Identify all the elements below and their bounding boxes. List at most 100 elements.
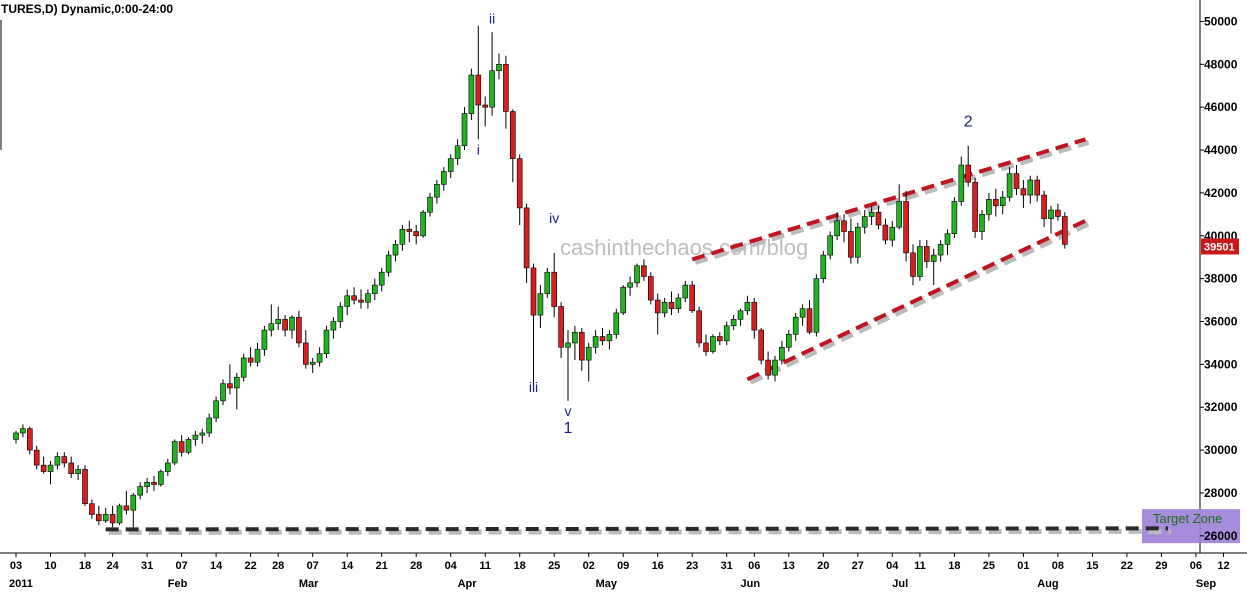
candle-body	[806, 308, 813, 333]
x-tick-label: 25	[983, 560, 995, 572]
candle-body	[1062, 216, 1068, 245]
wave-label: 2	[964, 113, 973, 130]
candle-body	[937, 244, 944, 256]
wave-label: iii	[529, 379, 538, 395]
x-tick-label: 28	[272, 560, 284, 572]
candle-body	[144, 481, 150, 487]
candle-body	[779, 346, 785, 361]
candle-body	[475, 74, 482, 106]
x-tick-label: 09	[617, 560, 629, 572]
candle-body	[68, 462, 74, 474]
candle-body	[854, 226, 861, 258]
x-tick-label: 31	[141, 560, 153, 572]
candle-body	[61, 456, 68, 464]
candle-body	[247, 357, 254, 363]
x-tick-label: 27	[852, 560, 864, 572]
candle-body	[296, 316, 302, 344]
candle-body	[447, 158, 454, 172]
candle-body	[675, 297, 682, 309]
candle-body	[868, 211, 875, 217]
month-label: Feb	[168, 578, 188, 590]
candle-body	[496, 64, 502, 72]
x-tick-label: 07	[307, 560, 319, 572]
candle-body	[96, 514, 102, 522]
candle-body	[592, 336, 599, 348]
candle-body	[503, 64, 509, 112]
candle-body	[509, 111, 516, 159]
x-tick-label: 08	[1052, 560, 1064, 572]
candle-body	[240, 357, 247, 378]
x-tick-label: 18	[514, 560, 526, 572]
candle-body	[454, 145, 461, 159]
candle-body	[234, 376, 240, 389]
x-tick-label: 11	[914, 560, 926, 572]
candle-body	[89, 503, 95, 515]
x-tick-label: 22	[1121, 560, 1133, 572]
candle-body	[910, 252, 916, 277]
candle-body	[123, 505, 130, 511]
candle-body	[1013, 173, 1020, 189]
x-tick-label: 18	[79, 560, 91, 572]
month-label: Sep	[1196, 578, 1216, 590]
candle-body	[220, 383, 226, 402]
candle-body	[54, 456, 61, 466]
candle-body	[268, 323, 275, 331]
watermark: cashinthechaos.com/blog	[560, 235, 808, 260]
candle-body	[192, 434, 199, 440]
candle-body	[986, 199, 992, 215]
candle-body	[785, 334, 792, 348]
x-tick-label: 21	[376, 560, 388, 572]
candle-body	[682, 284, 689, 299]
candle-body	[385, 254, 392, 273]
candle-body	[551, 271, 558, 307]
x-tick-label: 31	[721, 560, 733, 572]
x-tick-label: 20	[817, 560, 829, 572]
candle-body	[634, 265, 640, 284]
candle-body	[282, 319, 288, 331]
candles	[13, 25, 1068, 528]
candle-body	[972, 181, 978, 232]
candle-body	[130, 494, 137, 511]
x-tick-label: 24	[106, 560, 119, 572]
candle-body	[427, 196, 433, 213]
candle-body	[992, 199, 999, 207]
candle-body	[482, 104, 489, 108]
candle-body	[227, 383, 233, 389]
candle-body	[930, 254, 937, 262]
candle-body	[537, 293, 544, 316]
candle-body	[399, 229, 406, 245]
candle-body	[751, 301, 758, 331]
time-axis: 03 10 18 24 31 07 14 22 28 07 14 21 28 04 11 18 25 02 09 16…	[9, 553, 1230, 590]
candle-body	[599, 336, 606, 342]
candle-body	[82, 469, 88, 505]
candle-body	[558, 306, 564, 348]
chart-title: TURES,D) Dynamic,0:00-24:00	[1, 2, 173, 16]
x-tick-label: 29	[1155, 560, 1167, 572]
candle-body	[758, 329, 765, 361]
x-tick-label: 04	[445, 560, 458, 572]
candle-body	[461, 113, 468, 147]
candle-body	[661, 301, 668, 314]
candle-body	[440, 171, 447, 185]
x-tick-label: 16	[652, 560, 664, 572]
candle-body	[185, 439, 192, 453]
candle-body	[378, 271, 385, 286]
candle-body	[765, 359, 771, 376]
candle-body	[20, 428, 26, 434]
y-tick-label: 48000	[1204, 57, 1238, 71]
wave-label: ii	[489, 11, 495, 27]
candle-body	[716, 336, 723, 342]
candle-body	[875, 211, 882, 226]
candle-body	[137, 486, 143, 496]
x-tick-label: 06	[1190, 560, 1202, 572]
candle-body	[668, 301, 675, 309]
last-price-marker: 39501	[1201, 238, 1239, 255]
y-tick-label: 46000	[1204, 100, 1238, 114]
candle-body	[165, 462, 171, 472]
wave-label: v	[565, 403, 572, 419]
last-price-label: 39501	[1204, 241, 1235, 253]
y-tick-label: 42000	[1204, 186, 1238, 200]
candle-body	[275, 319, 282, 324]
candle-body	[337, 306, 344, 322]
candle-body	[565, 342, 571, 348]
